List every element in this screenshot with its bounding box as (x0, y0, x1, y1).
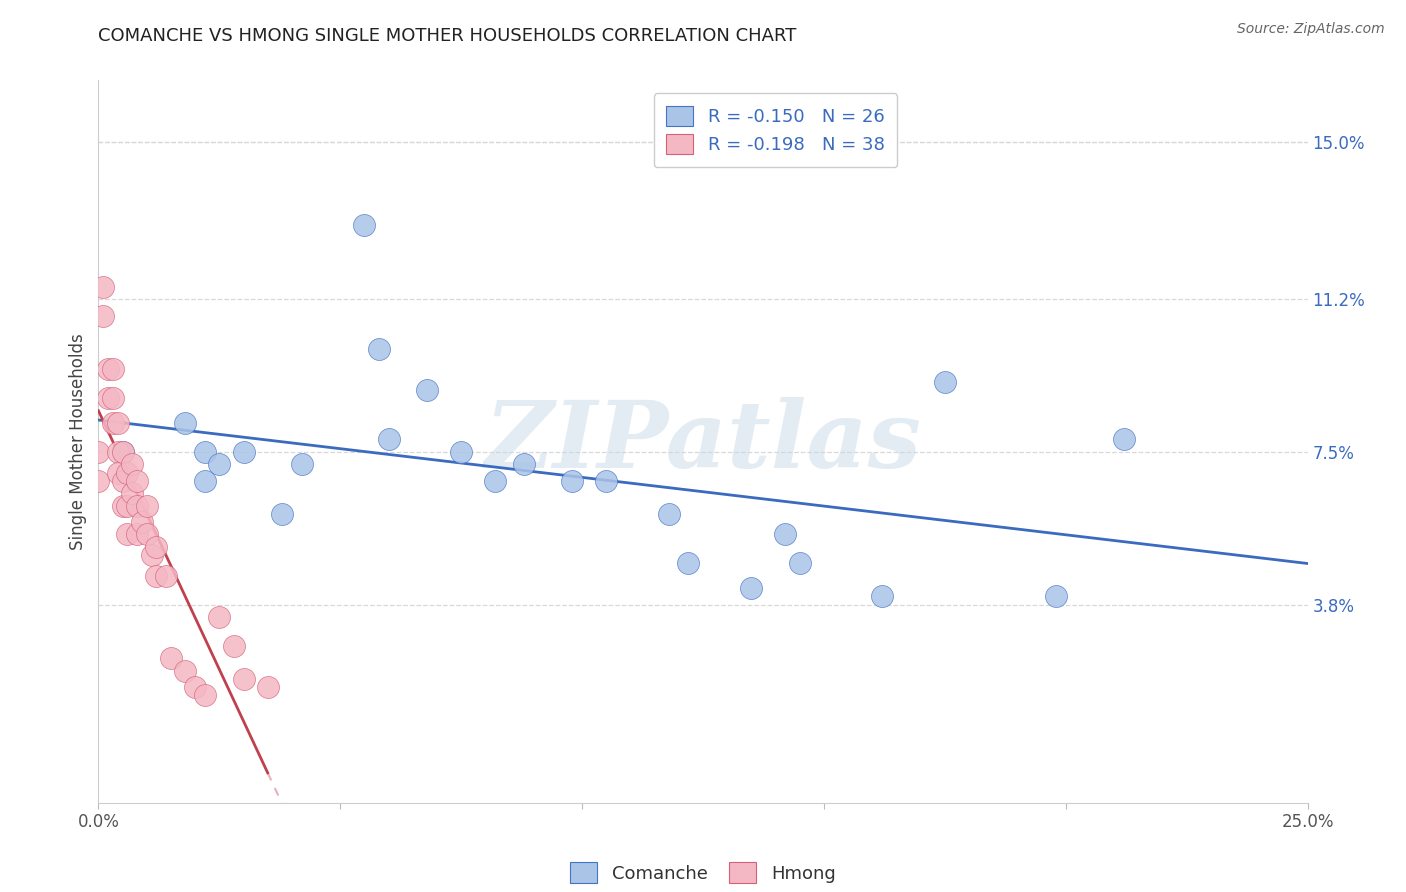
Point (127, 474, 149, 488)
Point (232, 445, 254, 459)
Point (484, 474, 506, 488)
Point (117, 499, 139, 513)
Point (368, 342, 391, 356)
Point (271, 507, 294, 521)
Point (117, 527, 139, 541)
Point (208, 610, 231, 624)
Point (101, 416, 124, 430)
Point (87, 445, 110, 459)
Point (222, 639, 245, 653)
Point (111, 445, 134, 459)
Point (174, 664, 197, 678)
Point (121, 486, 143, 500)
Point (194, 689, 217, 703)
Point (773, 527, 796, 541)
Point (111, 499, 134, 513)
Point (135, 527, 157, 541)
Point (513, 457, 536, 471)
Point (740, 581, 762, 595)
Point (184, 680, 207, 694)
Point (127, 527, 149, 541)
Point (208, 457, 231, 471)
Y-axis label: Single Mother Households: Single Mother Households (69, 334, 87, 549)
Point (934, 375, 956, 389)
Point (174, 416, 197, 430)
Point (97, 362, 120, 376)
Point (232, 672, 254, 686)
Point (155, 568, 177, 582)
Point (107, 466, 129, 480)
Point (789, 557, 811, 571)
Legend: Comanche, Hmong: Comanche, Hmong (564, 855, 842, 890)
Point (450, 445, 472, 459)
Point (658, 507, 681, 521)
Point (91, 279, 114, 293)
Point (194, 474, 217, 488)
Point (870, 590, 893, 604)
Point (1112, 433, 1135, 447)
Point (595, 474, 617, 488)
Text: ZIPatlas: ZIPatlas (485, 397, 921, 486)
Point (111, 445, 134, 459)
Text: COMANCHE VS HMONG SINGLE MOTHER HOUSEHOLDS CORRELATION CHART: COMANCHE VS HMONG SINGLE MOTHER HOUSEHOL… (98, 27, 797, 45)
Point (121, 457, 143, 471)
Point (107, 445, 129, 459)
Point (97, 391, 120, 405)
Point (101, 391, 124, 405)
Point (107, 416, 129, 430)
Point (111, 474, 134, 488)
Point (135, 499, 157, 513)
Point (131, 515, 153, 529)
Point (145, 568, 167, 582)
Point (91, 309, 114, 323)
Point (353, 218, 375, 232)
Point (416, 383, 439, 397)
Point (87, 474, 110, 488)
Point (127, 499, 149, 513)
Point (1045, 590, 1067, 604)
Point (290, 457, 312, 471)
Point (678, 557, 700, 571)
Point (145, 540, 167, 554)
Point (101, 362, 124, 376)
Point (194, 445, 217, 459)
Point (160, 651, 183, 665)
Text: Source: ZipAtlas.com: Source: ZipAtlas.com (1237, 22, 1385, 37)
Point (256, 680, 278, 694)
Point (117, 466, 139, 480)
Point (561, 474, 583, 488)
Point (141, 548, 163, 562)
Point (377, 433, 399, 447)
